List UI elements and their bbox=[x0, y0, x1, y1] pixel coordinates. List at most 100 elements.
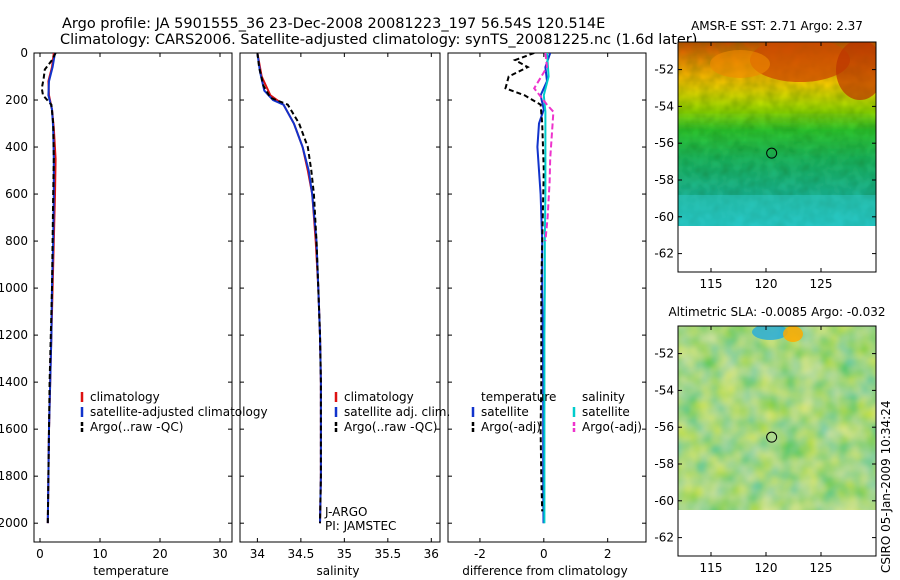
x-tick-label: 10 bbox=[92, 547, 107, 561]
x-tick-label: 34.5 bbox=[288, 547, 315, 561]
legend-label: Argo(..raw -QC) bbox=[344, 420, 437, 434]
map-x-tick-label: 115 bbox=[700, 561, 723, 575]
sla-map: Altimetric SLA: -0.0085 Argo: -0.032 -52 -… bbox=[654, 305, 885, 575]
map-y-tick-label: -62 bbox=[654, 531, 674, 545]
x-tick-label: 30 bbox=[212, 547, 227, 561]
x-axis-label: difference from climatology bbox=[462, 564, 628, 578]
plot-frame bbox=[447, 52, 647, 543]
map-x-tick-label: 125 bbox=[810, 277, 833, 291]
series-line-salinity-satellite bbox=[542, 53, 550, 524]
map-x-tick-label: 120 bbox=[755, 277, 778, 291]
series-line-salinity-argo-adj- bbox=[532, 53, 555, 242]
series-line-satellite-adj-clim- bbox=[256, 53, 322, 524]
y-tick-label: 1400 bbox=[0, 375, 28, 389]
legend-label: climatology bbox=[90, 390, 160, 404]
series-group bbox=[40, 53, 57, 524]
x-tick-label: 35.5 bbox=[374, 547, 401, 561]
map-x-tick-label: 120 bbox=[755, 561, 778, 575]
y-tick-label: 0 bbox=[20, 46, 28, 60]
map-title: Altimetric SLA: -0.0085 Argo: -0.032 bbox=[668, 305, 885, 319]
x-tick-label: 20 bbox=[152, 547, 167, 561]
annotation-text: J-ARGO bbox=[324, 505, 367, 519]
legend-label: Argo(-adj) bbox=[582, 420, 642, 434]
y-tick-label: 2000 bbox=[0, 516, 28, 530]
legend-label: climatology bbox=[344, 390, 414, 404]
map-y-tick-label: -54 bbox=[654, 383, 674, 397]
plot-frame bbox=[33, 52, 233, 543]
y-tick-label: 200 bbox=[5, 93, 28, 107]
argo-location-marker bbox=[766, 431, 778, 443]
argo-location-marker bbox=[766, 147, 778, 159]
sla-field bbox=[678, 326, 876, 510]
series-group bbox=[256, 53, 322, 524]
low-patch bbox=[752, 326, 788, 340]
map-y-tick-label: -52 bbox=[654, 63, 674, 77]
y-tick-label: 800 bbox=[5, 234, 28, 248]
map-field bbox=[678, 42, 876, 226]
series-line-temperature-satellite bbox=[536, 53, 552, 524]
plot-frame bbox=[239, 52, 441, 543]
map-y-tick-label: -56 bbox=[654, 420, 674, 434]
x-tick-label: 36 bbox=[424, 547, 439, 561]
x-tick-label: 0 bbox=[540, 547, 548, 561]
x-axis-label: temperature bbox=[93, 564, 168, 578]
y-tick-label: 1800 bbox=[0, 469, 28, 483]
legend-group-title: temperature bbox=[481, 390, 556, 404]
profile-panels: 0 200 400 600 800 1000 1200 1400 1600 1800 2000 0 10… bbox=[0, 46, 647, 578]
high-patch bbox=[783, 326, 803, 342]
warm-patch bbox=[710, 50, 770, 78]
x-tick-label: 2 bbox=[604, 547, 612, 561]
profile-panel-3: -2 0 2 difference from climatology temperatu… bbox=[447, 52, 647, 578]
y-tick-label: 600 bbox=[5, 187, 28, 201]
map-frame bbox=[677, 41, 877, 273]
map-frame bbox=[677, 325, 877, 557]
map-y-tick-label: -62 bbox=[654, 247, 674, 261]
header-line-2: Climatology: CARS2006. Satellite-adjuste… bbox=[60, 32, 697, 48]
map-y-tick-label: -58 bbox=[654, 457, 674, 471]
legend-group-title: salinity bbox=[582, 390, 625, 404]
legend: temperaturesatelliteArgo(-adj)salinitysa… bbox=[471, 390, 642, 434]
map-panels: AMSR-E SST: 2.71 Argo: 2.37 -52 -54 -56 -58 -… bbox=[654, 19, 885, 575]
legend-label: satellite bbox=[582, 405, 630, 419]
profile-panel-2: 34 34.5 35 35.5 36 salinity climatologysatelli… bbox=[239, 52, 450, 578]
sst-map: AMSR-E SST: 2.71 Argo: 2.37 -52 -54 -56 -58 -… bbox=[654, 19, 877, 291]
series-group bbox=[504, 53, 555, 524]
annotation-text: PI: JAMSTEC bbox=[325, 519, 396, 533]
legend-label: Argo(..raw -QC) bbox=[90, 420, 183, 434]
x-tick-label: -2 bbox=[474, 547, 486, 561]
map-y-tick-label: -54 bbox=[654, 99, 674, 113]
map-y-tick-label: -56 bbox=[654, 136, 674, 150]
header-line-1: Argo profile: JA 5901555_36 23-Dec-2008 … bbox=[62, 16, 605, 32]
x-axis-label: salinity bbox=[316, 564, 359, 578]
map-x-tick-label: 125 bbox=[810, 561, 833, 575]
warm-patch bbox=[750, 42, 850, 82]
legend-label: satellite bbox=[481, 405, 529, 419]
legend-label: satellite-adjusted climatology bbox=[90, 405, 268, 419]
y-tick-label: 1200 bbox=[0, 328, 28, 342]
series-line-argo-raw-qc- bbox=[256, 53, 322, 524]
map-y-tick-label: -60 bbox=[654, 494, 674, 508]
legend-label: Argo(-adj) bbox=[481, 420, 541, 434]
map-field bbox=[678, 326, 876, 510]
series-line-climatology bbox=[256, 53, 322, 524]
y-tick-label: 1600 bbox=[0, 422, 28, 436]
x-tick-label: 34 bbox=[250, 547, 265, 561]
timestamp-watermark: CSIRO 05-Jan-2009 10:34:24 bbox=[879, 401, 893, 573]
cool-band bbox=[678, 195, 876, 226]
map-y-tick-label: -58 bbox=[654, 173, 674, 187]
legend-label: satellite adj. clim. bbox=[344, 405, 450, 419]
x-tick-label: 35 bbox=[337, 547, 352, 561]
series-line-temperature-argo-adj- bbox=[504, 53, 545, 512]
warm-patch bbox=[836, 42, 876, 100]
profile-panel-1: 0 200 400 600 800 1000 1200 1400 1600 1800 2000 0 10… bbox=[0, 46, 268, 578]
map-y-tick-label: -52 bbox=[654, 347, 674, 361]
map-x-tick-label: 115 bbox=[700, 277, 723, 291]
map-title: AMSR-E SST: 2.71 Argo: 2.37 bbox=[691, 19, 863, 33]
y-tick-label: 1000 bbox=[0, 281, 28, 295]
map-y-tick-label: -60 bbox=[654, 210, 674, 224]
y-tick-label: 400 bbox=[5, 140, 28, 154]
series-line-argo-raw-qc- bbox=[40, 53, 57, 524]
